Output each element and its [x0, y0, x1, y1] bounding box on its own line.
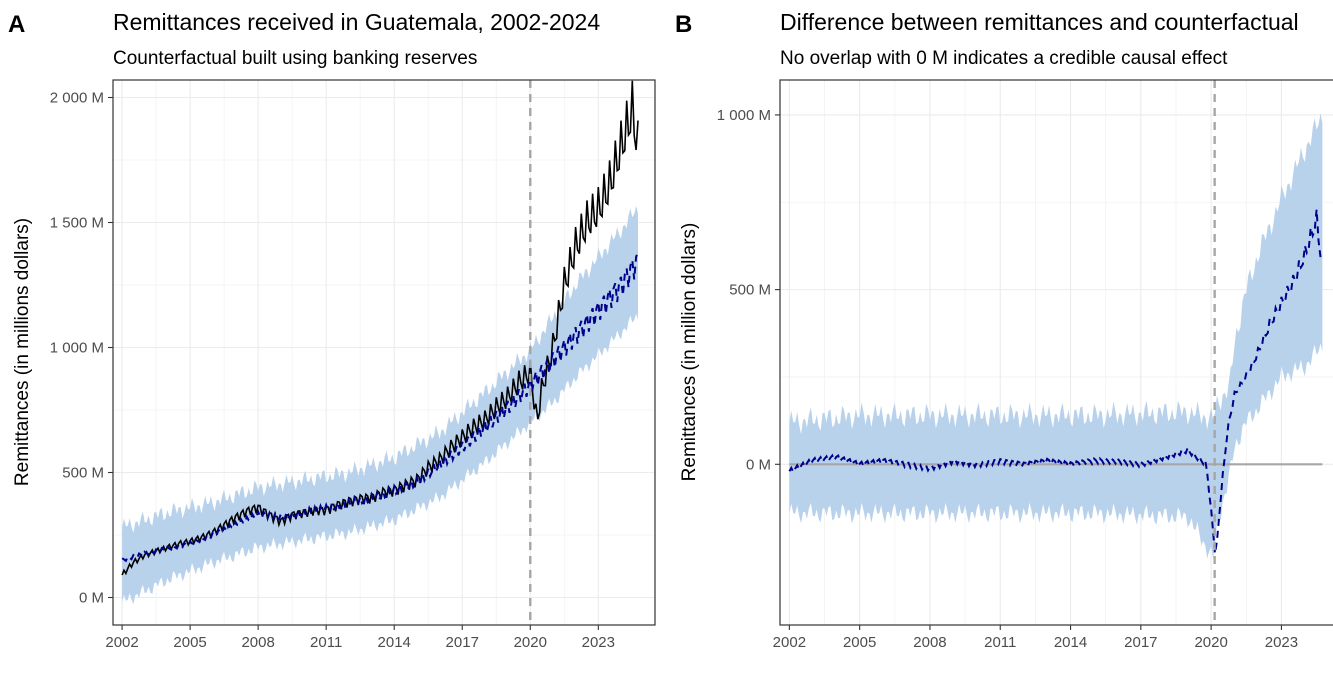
panel-b-frame: [779, 79, 1333, 626]
panel-a-x-tick-label: 2011: [310, 634, 342, 651]
panel-a-letter: A: [8, 11, 25, 38]
panel-b-x-tick-label: 2005: [843, 634, 876, 651]
panel-b-y-axis-title: Remittances (in million dollars): [679, 223, 700, 482]
panel-a-y-tick-label: 2 000 M: [50, 90, 104, 107]
panel-a-ticks: 2002 2005 2008 2011 2014 2017 2020 2023 0 M 500 M…: [50, 90, 615, 652]
panel-a-credible-band: [122, 206, 639, 605]
panel-a-frame: [112, 79, 656, 626]
panel-a-y-axis-title: Remittances (in millions dollars): [12, 218, 33, 486]
panel-a-title: Remittances received in Guatemala, 2002-…: [113, 9, 600, 35]
panel-b-y-tick-label: 500 M: [729, 282, 771, 299]
panel-a-x-tick-label: 2017: [446, 634, 479, 651]
panel-b-subtitle: No overlap with 0 M indicates a credible…: [780, 48, 1228, 69]
panel-b-y-tick-label: 0 M: [746, 456, 771, 473]
panel-b-letter: B: [675, 11, 692, 38]
panel-b-x-tick-label: 2008: [913, 634, 946, 651]
panel-a: A Remittances received in Guatemala, 200…: [8, 9, 656, 652]
panel-b-x-tick-label: 2023: [1265, 634, 1298, 651]
panel-b-ticks: 2002 2005 2008 2011 2014 2017 2020 2023 0 M 500 M…: [717, 107, 1298, 651]
panel-b-x-tick-label: 2020: [1194, 634, 1227, 651]
panel-b-x-tick-label: 2017: [1124, 634, 1157, 651]
panel-b-plot-area: [788, 80, 1324, 625]
panel-a-subtitle: Counterfactual built using banking reser…: [113, 48, 477, 69]
panel-a-y-tick-label: 0 M: [79, 590, 104, 607]
panel-a-y-tick-label: 1 000 M: [50, 340, 104, 357]
panel-a-x-tick-label: 2014: [378, 634, 411, 651]
panel-a-counterfactual-line: [121, 251, 639, 563]
panel-b-y-tick-label: 1 000 M: [717, 107, 771, 124]
panel-b-x-tick-label: 2011: [984, 634, 1016, 651]
panel-a-x-tick-label: 2020: [514, 634, 547, 651]
panel-b: B Difference between remittances and cou…: [675, 9, 1333, 651]
panel-b-x-tick-label: 2014: [1054, 634, 1087, 651]
panel-a-y-tick-label: 500 M: [62, 465, 104, 482]
panel-a-observed-line: [121, 80, 639, 576]
panel-a-x-tick-label: 2008: [241, 634, 274, 651]
panel-a-x-tick-label: 2005: [173, 634, 206, 651]
panel-b-title: Difference between remittances and count…: [780, 9, 1299, 35]
panel-a-y-tick-label: 1 500 M: [50, 215, 104, 232]
panel-b-difference-line: [788, 209, 1324, 554]
panel-a-plot-area: [121, 80, 639, 625]
panel-b-x-tick-label: 2002: [773, 634, 806, 651]
panel-a-x-tick-label: 2023: [582, 634, 615, 651]
panel-b-credible-band: [789, 113, 1323, 559]
panel-a-x-tick-label: 2002: [105, 634, 138, 651]
